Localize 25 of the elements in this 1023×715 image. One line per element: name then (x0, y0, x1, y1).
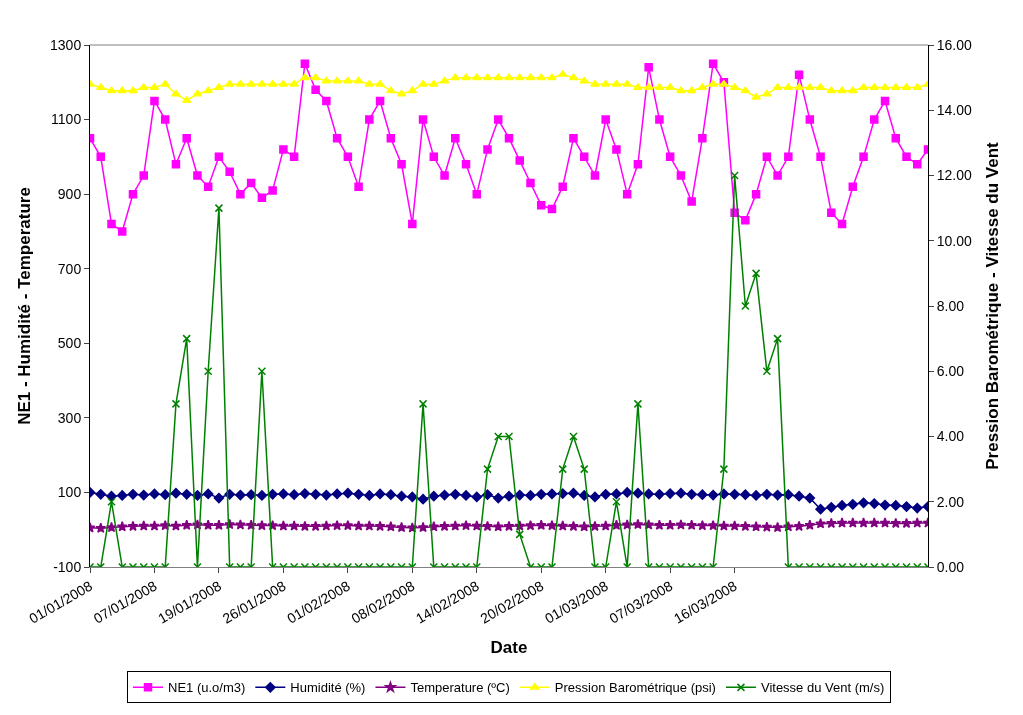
y2-tick-label: 14.00 (936, 102, 973, 119)
y-tick-label: 1300 (50, 36, 82, 53)
y2-tick-label: 2.00 (936, 493, 965, 510)
y-tick-label: 300 (57, 409, 82, 426)
y2-axis-title: Pression Barométrique - Vitesse du Vent (983, 141, 1003, 470)
y2-tick-label: 4.00 (936, 428, 965, 445)
y-tick-label: 500 (57, 335, 82, 352)
y-tick-label: 700 (57, 260, 82, 277)
legend-label: Temperature (ºC) (410, 680, 510, 696)
y2-tick-label: 0.00 (936, 558, 965, 575)
y-tick-label: 900 (57, 186, 82, 203)
y2-tick-label: 12.00 (936, 167, 973, 184)
y2-tick-label: 10.00 (936, 232, 973, 249)
legend-label: Vitesse du Vent (m/s) (760, 680, 885, 696)
legend-label: NE1 (u.o/m3) (168, 680, 246, 696)
y-tick-label: 100 (57, 484, 82, 501)
legend-label: Humidité (%) (290, 680, 366, 696)
x-axis-title: Date (490, 637, 528, 657)
y2-tick-label: 16.00 (936, 36, 973, 53)
y-axis-title: NE1 - Humidité - Temperature (14, 187, 34, 425)
y-tick-label: -100 (53, 558, 82, 575)
y2-tick-label: 8.00 (936, 297, 965, 314)
legend-label: Pression Barométrique (psi) (554, 680, 716, 696)
y-tick-label: 1100 (51, 111, 82, 128)
y2-tick-label: 6.00 (936, 363, 965, 380)
